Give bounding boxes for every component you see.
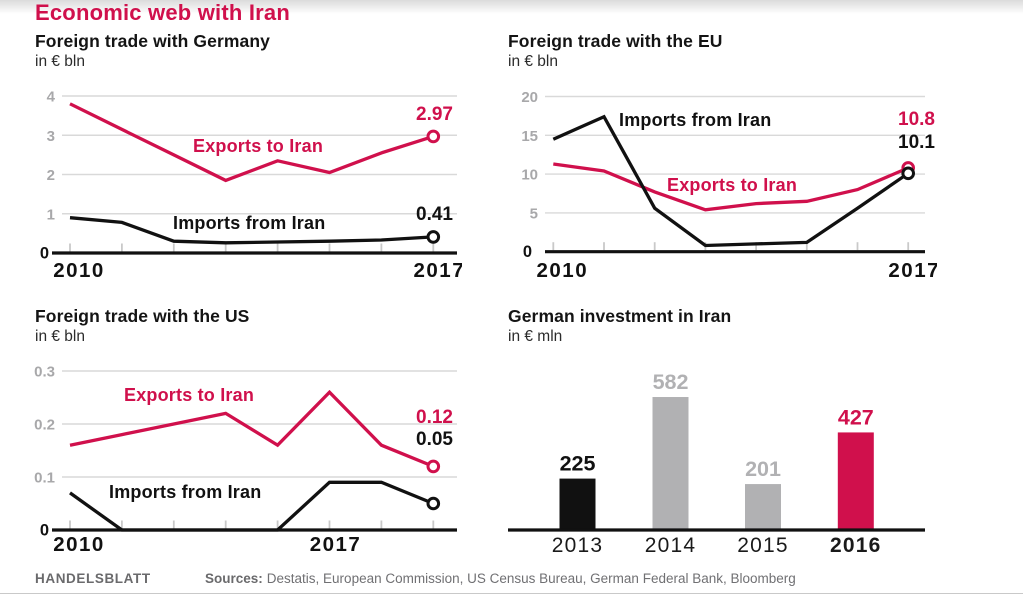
y-tick-label-2: 2 <box>47 167 55 184</box>
bar-value-label-2015: 201 <box>745 457 781 481</box>
bottom-divider <box>0 593 1023 594</box>
bar-category-label-2013: 2013 <box>552 534 604 557</box>
series-line-imports-from-iran <box>69 216 434 245</box>
bar-2014 <box>652 397 689 530</box>
series-line-exports-to-iran <box>553 162 909 212</box>
x-tick-label-2010: 2010 <box>53 533 105 556</box>
germany-imports-end-value: 0.41 <box>416 204 453 225</box>
series-end-marker-exports-to-iran <box>426 459 441 474</box>
eu-exports-series-label: Exports to Iran <box>667 175 798 195</box>
series-end-marker-imports-from-iran <box>901 166 916 181</box>
x-tick-label-2017: 2017 <box>310 533 362 556</box>
germany-exports-end-value: 2.97 <box>416 104 453 125</box>
eu-chart-title: Foreign trade with the EU <box>508 31 723 51</box>
y-tick-label-4: 4 <box>47 89 56 106</box>
us-imports-end-value: 0.05 <box>416 429 453 450</box>
y-tick-label-0.2: 0.2 <box>34 417 55 434</box>
y-tick-label-15: 15 <box>521 128 538 145</box>
series-line-exports-to-iran <box>69 102 434 183</box>
y-tick-label-0: 0 <box>523 243 532 261</box>
investment-chart-subtitle: in € mln <box>508 328 563 345</box>
x-tick-label-2010: 2010 <box>536 259 588 282</box>
y-tick-label-0.1: 0.1 <box>34 470 55 487</box>
bar-value-label-2014: 582 <box>653 370 689 394</box>
y-tick-label-5: 5 <box>530 205 538 222</box>
investment-chart-title: German investment in Iran <box>508 306 732 326</box>
germany-imports-series-label: Imports from Iran <box>173 213 326 233</box>
bar-value-label-2013: 225 <box>560 452 596 476</box>
germany-chart-title: Foreign trade with Germany <box>35 31 271 51</box>
bar-2013 <box>559 478 596 530</box>
sources-line: Sources: Destatis, European Commission, U… <box>205 571 796 586</box>
sources-label: Sources: <box>205 571 263 586</box>
germany-chart-subtitle: in € bln <box>35 53 85 70</box>
series-line-imports-from-iran <box>69 480 434 532</box>
x-tick-label-2010: 2010 <box>53 259 105 282</box>
bar-2015 <box>745 484 781 530</box>
investment-chart-plot: 225 2013 582 2014 201 2015 427 2016 <box>508 370 925 557</box>
bar-value-label-2016: 427 <box>838 405 874 429</box>
bar-category-label-2016: 2016 <box>830 534 882 557</box>
us-chart-title: Foreign trade with the US <box>35 306 250 326</box>
series-end-marker-imports-from-iran <box>426 230 441 244</box>
eu-chart-header: Foreign trade with the EU in € bln <box>508 31 938 71</box>
series-line-exports-to-iran <box>69 389 434 468</box>
us-chart-subtitle: in € bln <box>35 328 85 345</box>
x-tick-label-2017: 2017 <box>888 259 937 282</box>
page-title: Economic web with Iran <box>35 0 290 25</box>
y-tick-label-0: 0 <box>40 245 49 263</box>
bar-category-label-2015: 2015 <box>737 534 789 557</box>
y-tick-label-20: 20 <box>521 89 538 106</box>
eu-exports-end-value: 10.8 <box>898 109 935 130</box>
sources-text: Destatis, European Commission, US Census… <box>266 571 796 586</box>
eu-imports-series-label: Imports from Iran <box>619 110 772 130</box>
germany-exports-series-label: Exports to Iran <box>193 136 324 156</box>
bar-2016 <box>837 432 874 530</box>
handelsblatt-logo: HANDELSBLATT <box>35 571 151 586</box>
y-tick-label-0.3: 0.3 <box>34 364 55 381</box>
y-tick-label-10: 10 <box>521 167 538 184</box>
y-tick-label-0: 0 <box>40 522 49 540</box>
us-chart-header: Foreign trade with the US in € bln <box>35 306 465 346</box>
y-tick-label-1: 1 <box>47 206 55 223</box>
series-end-marker-exports-to-iran <box>426 129 441 144</box>
us-exports-series-label: Exports to Iran <box>124 385 255 405</box>
investment-chart-header: German investment in Iran in € mln <box>508 306 938 346</box>
eu-imports-end-value: 10.1 <box>898 132 935 153</box>
x-tick-label-2017: 2017 <box>413 259 462 282</box>
bar-category-label-2014: 2014 <box>645 534 697 557</box>
us-imports-series-label: Imports from Iran <box>109 482 262 502</box>
y-tick-label-3: 3 <box>47 128 55 145</box>
us-exports-end-value: 0.12 <box>416 407 453 428</box>
eu-chart-subtitle: in € bln <box>508 53 558 70</box>
series-line-imports-from-iran <box>552 114 910 248</box>
series-end-marker-imports-from-iran <box>426 496 441 511</box>
germany-chart-header: Foreign trade with Germany in € bln <box>35 31 465 71</box>
